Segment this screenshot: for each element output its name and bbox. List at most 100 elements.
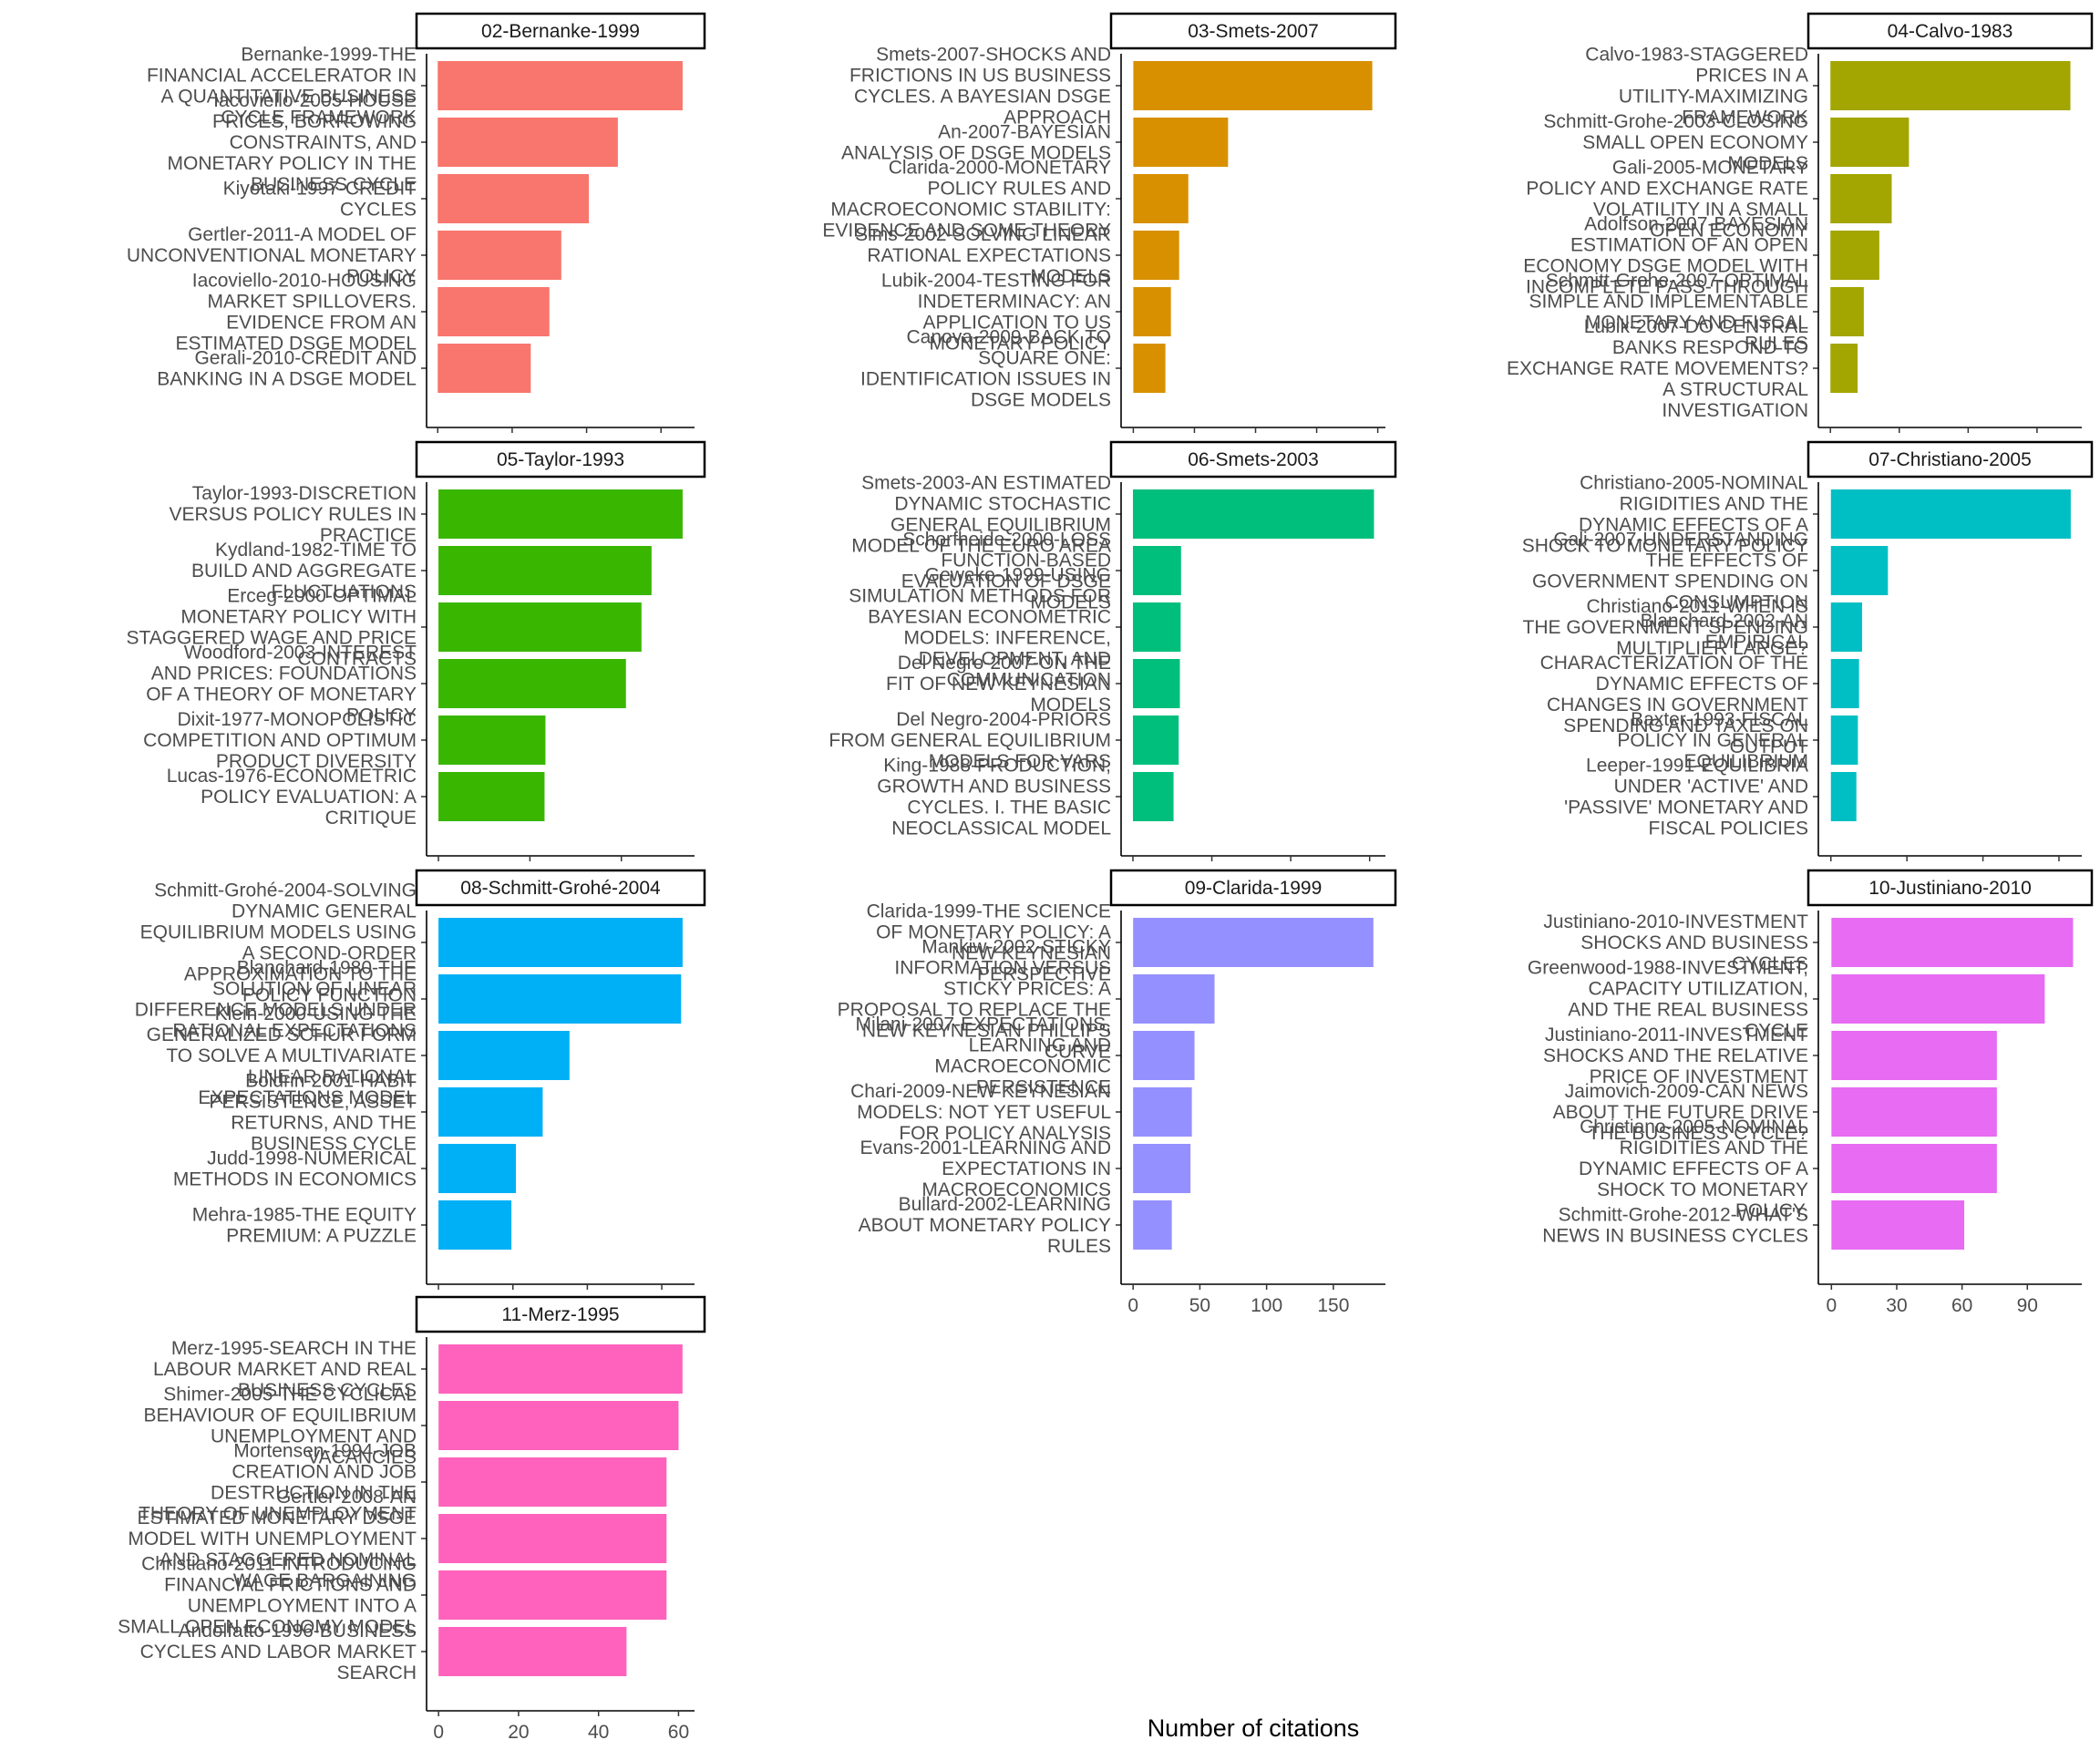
bar <box>438 1144 516 1193</box>
bar <box>1133 231 1179 280</box>
category-label: Iacoviello-2005-HOUSE PRICES, BORROWING CO… <box>168 90 417 195</box>
bar <box>438 1087 543 1137</box>
category-label: Canova-2009-BACK TO SQUARE ONE: IDENTIFICA… <box>860 327 1111 411</box>
category-label: Adolfson-2007-BAYESIAN ESTIMATION OF AN O… <box>1523 214 1808 298</box>
category-label: Del Negro-2007-ON THE FIT OF NEW KEYNESIA… <box>886 653 1111 715</box>
bar <box>1830 231 1879 280</box>
panel-title: 03-Smets-2007 <box>1188 21 1319 42</box>
panel-06-Smets-2003: 06-Smets-2003 Smets-2003-AN ESTIMATED DYNA… <box>829 440 1397 888</box>
category-label: Sims-2002-SOLVING LINEAR RATIONAL EXPECTA… <box>855 224 1111 287</box>
category-label: Shimer-2005-THE CYCLICAL BEHAVIOUR OF EQU… <box>144 1385 417 1468</box>
category-label: Milani-2007-EXPECTATIONS, LEARNING AND MAC… <box>856 1014 1111 1098</box>
category-label: Geweke-1999-USING SIMULATION METHODS FOR B… <box>849 565 1111 691</box>
bar <box>438 61 683 110</box>
category-label: Schmitt-Grohé-2004-SOLVING DYNAMIC GENERA… <box>140 880 417 1006</box>
panel-strip <box>415 869 706 907</box>
bar <box>1132 715 1179 765</box>
category-label: Justiniano-2010-INVESTMENT SHOCKS AND BUS… <box>1543 911 1808 974</box>
panel-title: 06-Smets-2003 <box>1188 449 1319 470</box>
panel-title: 04-Calvo-1983 <box>1888 21 2013 42</box>
category-label: Lubik-2007-DO CENTRAL BANKS RESPOND TO EXC… <box>1507 316 1808 421</box>
panel-strip <box>415 1295 706 1333</box>
bar <box>1830 489 2071 539</box>
bar <box>1133 918 1374 967</box>
bar <box>1830 61 2071 110</box>
panel-11-Merz-1995: 11-Merz-1995 Merz-1995-SEARCH IN THE LABOU… <box>118 1295 706 1743</box>
panel-08-Schmitt-Grohé-2004: 08-Schmitt-Grohé-2004 Schmitt-Grohé-2004-… <box>135 869 706 1316</box>
bar <box>438 1200 512 1250</box>
category-label: Clarida-2000-MONETARY POLICY RULES AND MAC… <box>822 158 1111 242</box>
bar <box>1133 61 1373 110</box>
category-label: Iacoviello-2010-HOUSING MARKET SPILLOVERS… <box>176 271 417 355</box>
category-label: Gertler-2008-AN ESTIMATED MONETARY DSGE MO… <box>128 1487 417 1591</box>
category-label: Schmitt-Grohe-2007-OPTIMAL SIMPLE AND IMP… <box>1529 271 1808 355</box>
category-label: Smets-2003-AN ESTIMATED DYNAMIC STOCHASTI… <box>851 473 1111 557</box>
bar <box>1133 118 1229 167</box>
category-label: Dixit-1977-MONOPOLISTIC COMPETITION AND O… <box>143 709 417 772</box>
x-axis-title: Number of citations <box>1148 1714 1360 1742</box>
bar <box>438 546 652 595</box>
x-tick-label: 0 <box>1127 1295 1138 1316</box>
bar <box>1830 118 1910 167</box>
category-label: Christiano-2005-NOMINAL RIGIDITIES AND TH… <box>1579 1117 1808 1221</box>
bar <box>1830 344 1858 393</box>
panel-title: 11-Merz-1995 <box>501 1304 619 1325</box>
bar <box>438 1344 683 1394</box>
category-label: Taylor-1993-DISCRETION VERSUS POLICY RULE… <box>169 483 417 546</box>
category-label: Mortensen-1994-JOB CREATION AND JOB DESTRU… <box>139 1441 417 1525</box>
bar <box>1831 1087 1997 1137</box>
bar <box>1133 174 1189 223</box>
x-tick-label: 50 <box>1189 1295 1210 1316</box>
category-label: Blanchard-1980-THE SOLUTION OF LINEAR DIFF… <box>135 958 417 1042</box>
category-label: Christiano-2005-NOMINAL RIGIDITIES AND TH… <box>1522 473 1808 557</box>
bar <box>1133 1087 1192 1137</box>
x-tick-label: 20 <box>508 1722 529 1743</box>
x-tick-label: 0 <box>1826 1295 1837 1316</box>
panel-02-Bernanke-1999: 02-Bernanke-1999 Bernanke-1999-THE FINANCI… <box>127 12 706 459</box>
panel-strip <box>415 440 706 479</box>
bar <box>438 1457 667 1507</box>
bar <box>438 772 545 821</box>
bar <box>1831 1144 1997 1193</box>
bar <box>438 659 626 708</box>
category-label: Del Negro-2004-PRIORS FROM GENERAL EQUILI… <box>829 709 1111 772</box>
bar <box>1831 1031 1997 1080</box>
x-tick-label: 60 <box>1951 1295 1972 1316</box>
panel-strip <box>1807 12 2094 50</box>
category-label: Klein-2000-USING THE GENERALIZED SCHUR FO… <box>147 1004 417 1108</box>
bar <box>1133 1144 1191 1193</box>
category-label: Gertler-2011-A MODEL OF UNCONVENTIONAL MO… <box>127 224 417 287</box>
bar <box>1132 602 1181 652</box>
bar <box>1133 287 1171 336</box>
bar <box>1133 1200 1172 1250</box>
category-label: Erceg-2000-OPTIMAL MONETARY POLICY WITH ST… <box>126 586 417 670</box>
category-label: Chari-2009-NEW KEYNESIAN MODELS: NOT YET … <box>850 1081 1111 1144</box>
bar <box>438 1031 570 1080</box>
bar <box>438 1401 679 1450</box>
category-label: Kiyotaki-1997-CREDIT CYCLES <box>223 179 417 221</box>
bar <box>1830 174 1892 223</box>
category-label: Leeper-1991-EQUILIBRIA UNDER 'ACTIVE' AND… <box>1564 756 1808 839</box>
category-label: Greenwood-1988-INVESTMENT, CAPACITY UTILI… <box>1528 958 1808 1042</box>
panel-strip <box>1109 440 1397 479</box>
bar <box>1133 344 1166 393</box>
x-tick-label: 150 <box>1317 1295 1349 1316</box>
bar <box>1831 1200 1965 1250</box>
category-label: Jaimovich-2009-CAN NEWS ABOUT THE FUTURE … <box>1553 1081 1808 1144</box>
bar <box>1830 602 1862 652</box>
bar <box>1830 287 1864 336</box>
bar <box>1132 489 1374 539</box>
category-label: Justiniano-2011-INVESTMENT SHOCKS AND THE… <box>1543 1024 1808 1087</box>
category-label: Schmitt-Grohe-2003-CLOSING SMALL OPEN ECO… <box>1543 111 1808 174</box>
panel-strip <box>1109 12 1397 50</box>
bar <box>438 715 546 765</box>
category-label: Schorfheide-2000-LOSS FUNCTION-BASED EVALU… <box>901 530 1111 613</box>
bar <box>1830 772 1857 821</box>
x-tick-label: 60 <box>668 1722 689 1743</box>
category-label: Bernanke-1999-THE FINANCIAL ACCELERATOR I… <box>147 45 417 129</box>
bar <box>438 231 561 280</box>
panel-03-Smets-2007: 03-Smets-2007 Smets-2007-SHOCKS AND FRICTI… <box>822 12 1397 459</box>
panel-title: 05-Taylor-1993 <box>497 449 624 470</box>
category-label: Evans-2001-LEARNING AND EXPECTATIONS IN MA… <box>860 1138 1111 1200</box>
